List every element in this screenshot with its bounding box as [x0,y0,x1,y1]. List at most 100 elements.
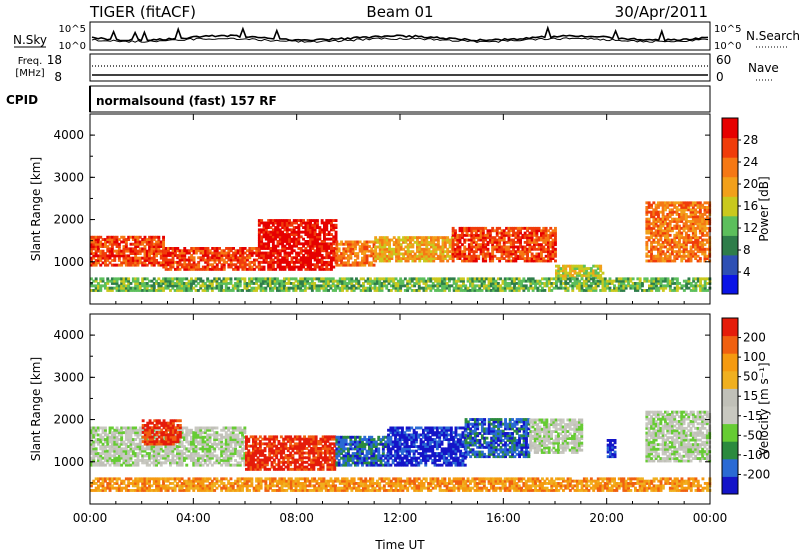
heatmap-cell [443,277,447,281]
heatmap-cell [402,238,405,242]
heatmap-cell [113,282,117,285]
heatmap-cell [210,463,214,467]
heatmap-cell [657,279,661,283]
heatmap-cell [194,428,198,432]
heatmap-cell [199,286,203,290]
heatmap-cell [183,265,187,269]
heatmap-cell [104,426,107,430]
heatmap-cell [684,243,688,247]
heatmap-cell [650,254,653,258]
heatmap-cell [204,251,208,255]
heatmap-cell [264,247,268,250]
heatmap-cell [531,279,535,283]
heatmap-cell [417,286,421,290]
heatmap-cell [313,256,317,260]
heatmap-cell [201,251,205,255]
heatmap-cell [316,251,319,255]
heatmap-cell [463,252,467,256]
heatmap-cell [92,289,96,292]
heatmap-cell [371,286,375,290]
heatmap-cell [549,226,553,230]
heatmap-cell [481,229,485,233]
heatmap-cell [283,277,286,281]
heatmap-cell [682,247,686,251]
heatmap-cell [423,243,426,247]
heatmap-cell [408,277,412,281]
heatmap-cell [232,247,235,250]
heatmap-cell [699,279,702,283]
heatmap-cell [134,282,138,285]
heatmap-cell [703,289,707,292]
heatmap-cell [698,224,702,228]
heatmap-cell [334,233,338,236]
heatmap-cell [220,454,224,458]
heatmap-cell [535,231,539,235]
heatmap-cell [211,256,215,260]
heatmap-cell [206,279,210,283]
heatmap-cell [157,245,161,248]
heatmap-cell [664,220,667,223]
heatmap-cell [309,251,312,255]
heatmap-cell [571,289,575,292]
heatmap-cell [664,286,668,290]
heatmap-cell [127,235,131,239]
heatmap-cell [413,257,417,260]
heatmap-cell [131,461,135,465]
heatmap-cell [324,277,328,281]
heatmap-cell [271,258,275,262]
heatmap-cell [208,279,212,283]
heatmap-cell [267,233,271,236]
heatmap-cell [385,238,389,242]
heatmap-cell [349,254,353,258]
heatmap-cell [530,238,534,242]
heatmap-cell [238,289,242,292]
heatmap-cell [260,267,264,271]
heatmap-cell [143,259,147,262]
heatmap-cell [243,286,247,290]
heatmap-cell [673,210,677,214]
heatmap-cell [436,279,440,283]
heatmap-cell [458,240,462,244]
heatmap-cell [239,249,242,253]
heatmap-band [555,264,605,280]
heatmap-cell [97,256,100,260]
heatmap-cell [530,233,534,237]
heatmap-cell [684,250,688,254]
heatmap-cell [267,237,271,241]
heatmap-cell [311,228,315,232]
heatmap-cell [217,289,221,292]
heatmap-cell [127,426,131,430]
heatmap-cell [108,252,112,255]
heatmap-cell [436,238,440,242]
heatmap-cell [699,277,702,281]
heatmap-cell [234,267,238,271]
heatmap-cell [689,282,693,285]
heatmap-cell [187,456,191,460]
heatmap-cell [90,445,93,448]
heatmap-cell [378,279,382,283]
heatmap-cell [694,245,698,249]
heatmap-cell [507,252,511,256]
heatmap-cell [152,282,156,285]
heatmap-cell [97,282,100,285]
heatmap-cell [687,277,691,281]
heatmap-cell [143,256,147,260]
heatmap-cell [276,223,280,227]
heatmap-cell [199,442,203,446]
heatmap-cell [257,244,261,248]
heatmap-cell [90,435,93,439]
heatmap-cell [124,261,128,265]
heatmap-cell [245,282,249,285]
heatmap-cell [206,249,210,253]
heatmap-cell [596,271,600,275]
heatmap-cell [390,238,394,242]
heatmap-cell [544,243,548,247]
heatmap-cell [691,213,695,216]
heatmap-cell [227,428,231,432]
heatmap-cell [666,238,670,242]
heatmap-cell [664,201,667,205]
heatmap-cell [582,284,586,288]
heatmap-cell [199,256,203,260]
heatmap-cell [533,240,536,244]
heatmap-cell [201,254,205,257]
